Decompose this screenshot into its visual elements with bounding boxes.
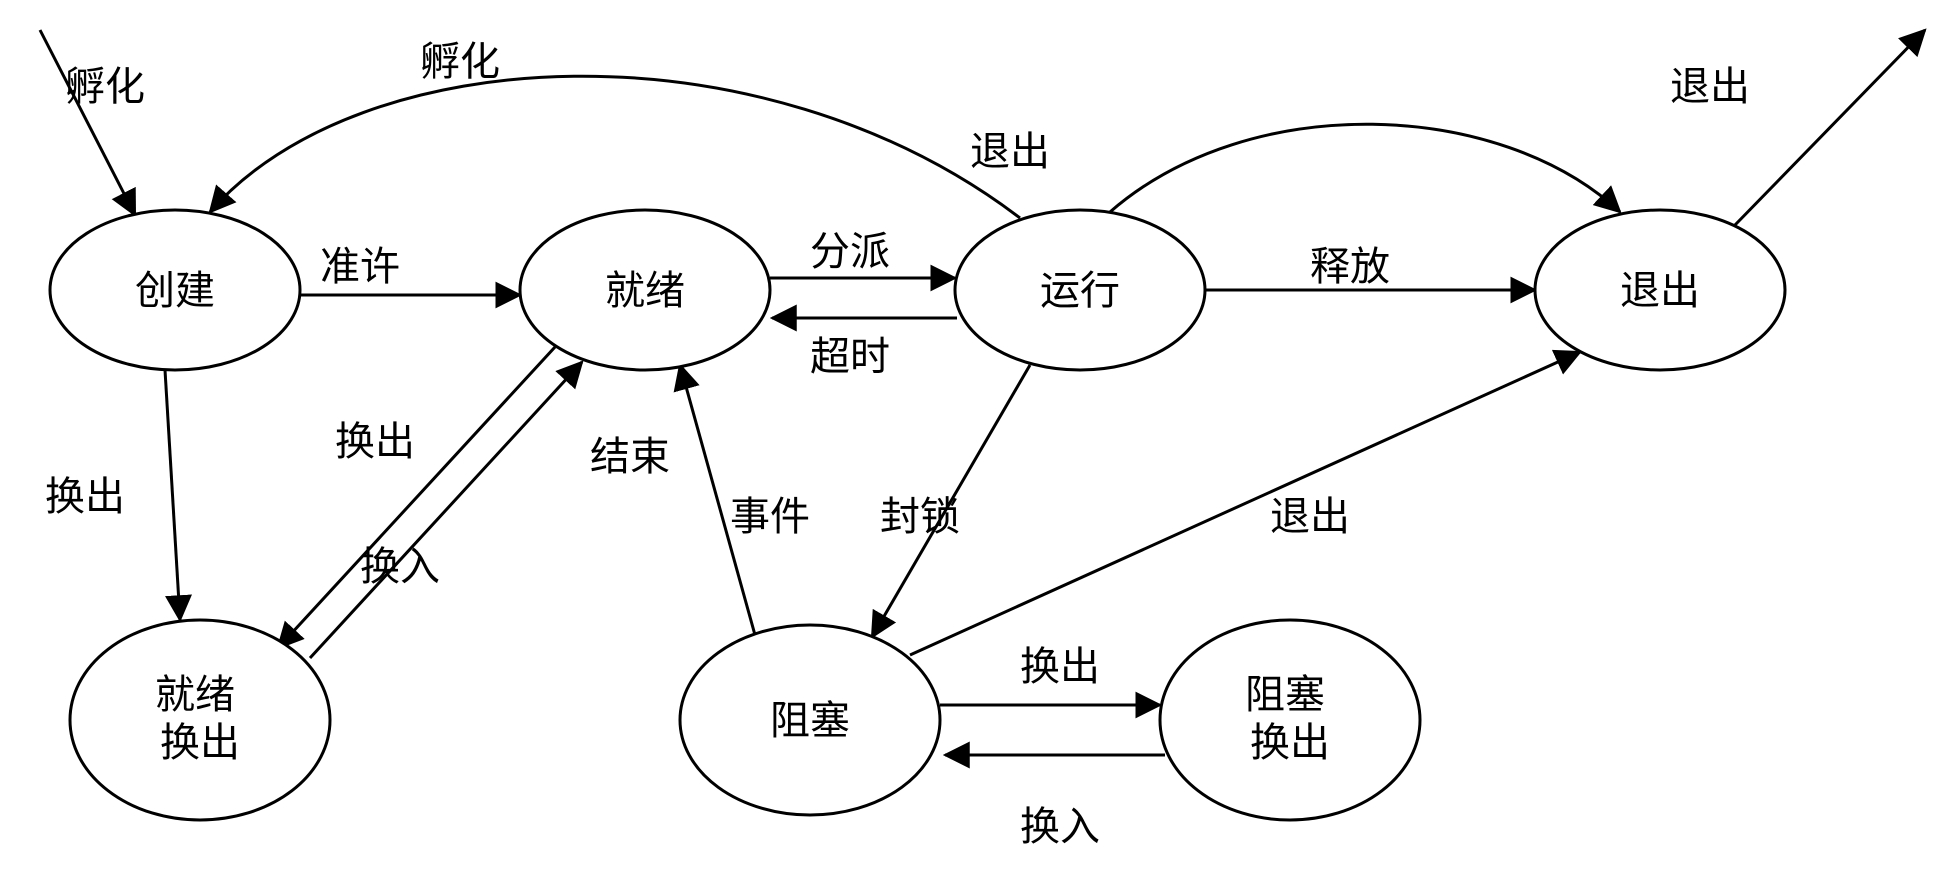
node-ready-swapped: 就绪 换出: [70, 620, 330, 820]
edge-swap-out-ready: [278, 347, 555, 648]
label-hatch-in: 孵化: [65, 64, 145, 109]
label-block: 封锁: [880, 494, 960, 539]
label-admit: 准许: [320, 244, 400, 289]
edge-swap-in-ready: [310, 362, 582, 658]
label-swap-out-created: 换出: [45, 474, 125, 519]
label-exit-top: 退出: [970, 129, 1050, 174]
node-ready: 就绪: [520, 210, 770, 370]
node-running-label: 运行: [1040, 268, 1120, 313]
edge-hatch-back: [210, 76, 1020, 218]
node-ready-label: 就绪: [605, 268, 685, 313]
node-running: 运行: [955, 210, 1205, 370]
label-hatch-back: 孵化: [420, 39, 500, 84]
node-blocked: 阻塞: [680, 625, 940, 815]
state-diagram: 创建 就绪 运行 退出 就绪 换出 阻塞 阻塞 换出 孵化 孵化 准许 分派 超…: [0, 0, 1953, 877]
node-created: 创建: [50, 210, 300, 370]
label-release: 释放: [1310, 244, 1390, 289]
label-dispatch: 分派: [810, 229, 890, 274]
label-swap-in-ready: 换入: [360, 544, 440, 589]
edge-hatch-in: [40, 30, 135, 215]
label-exit-blocked: 退出: [1270, 494, 1350, 539]
label-swap-in-blocked: 换入: [1020, 804, 1100, 849]
label-event: 事件: [730, 494, 810, 539]
node-blocked-swapped: 阻塞 换出: [1160, 620, 1420, 820]
edge-swap-out-created: [165, 370, 180, 620]
edge-exit-out: [1735, 30, 1925, 225]
node-exit: 退出: [1535, 210, 1785, 370]
label-event-end: 结束: [590, 434, 670, 479]
node-exit-label: 退出: [1620, 268, 1700, 313]
label-swap-out-ready: 换出: [335, 419, 415, 464]
edge-exit-top: [1110, 124, 1620, 212]
label-timeout: 超时: [810, 334, 890, 379]
label-exit-out: 退出: [1670, 64, 1750, 109]
label-swap-out-blocked: 换出: [1020, 644, 1100, 689]
node-blocked-label: 阻塞: [770, 698, 850, 743]
node-created-label: 创建: [135, 268, 215, 313]
